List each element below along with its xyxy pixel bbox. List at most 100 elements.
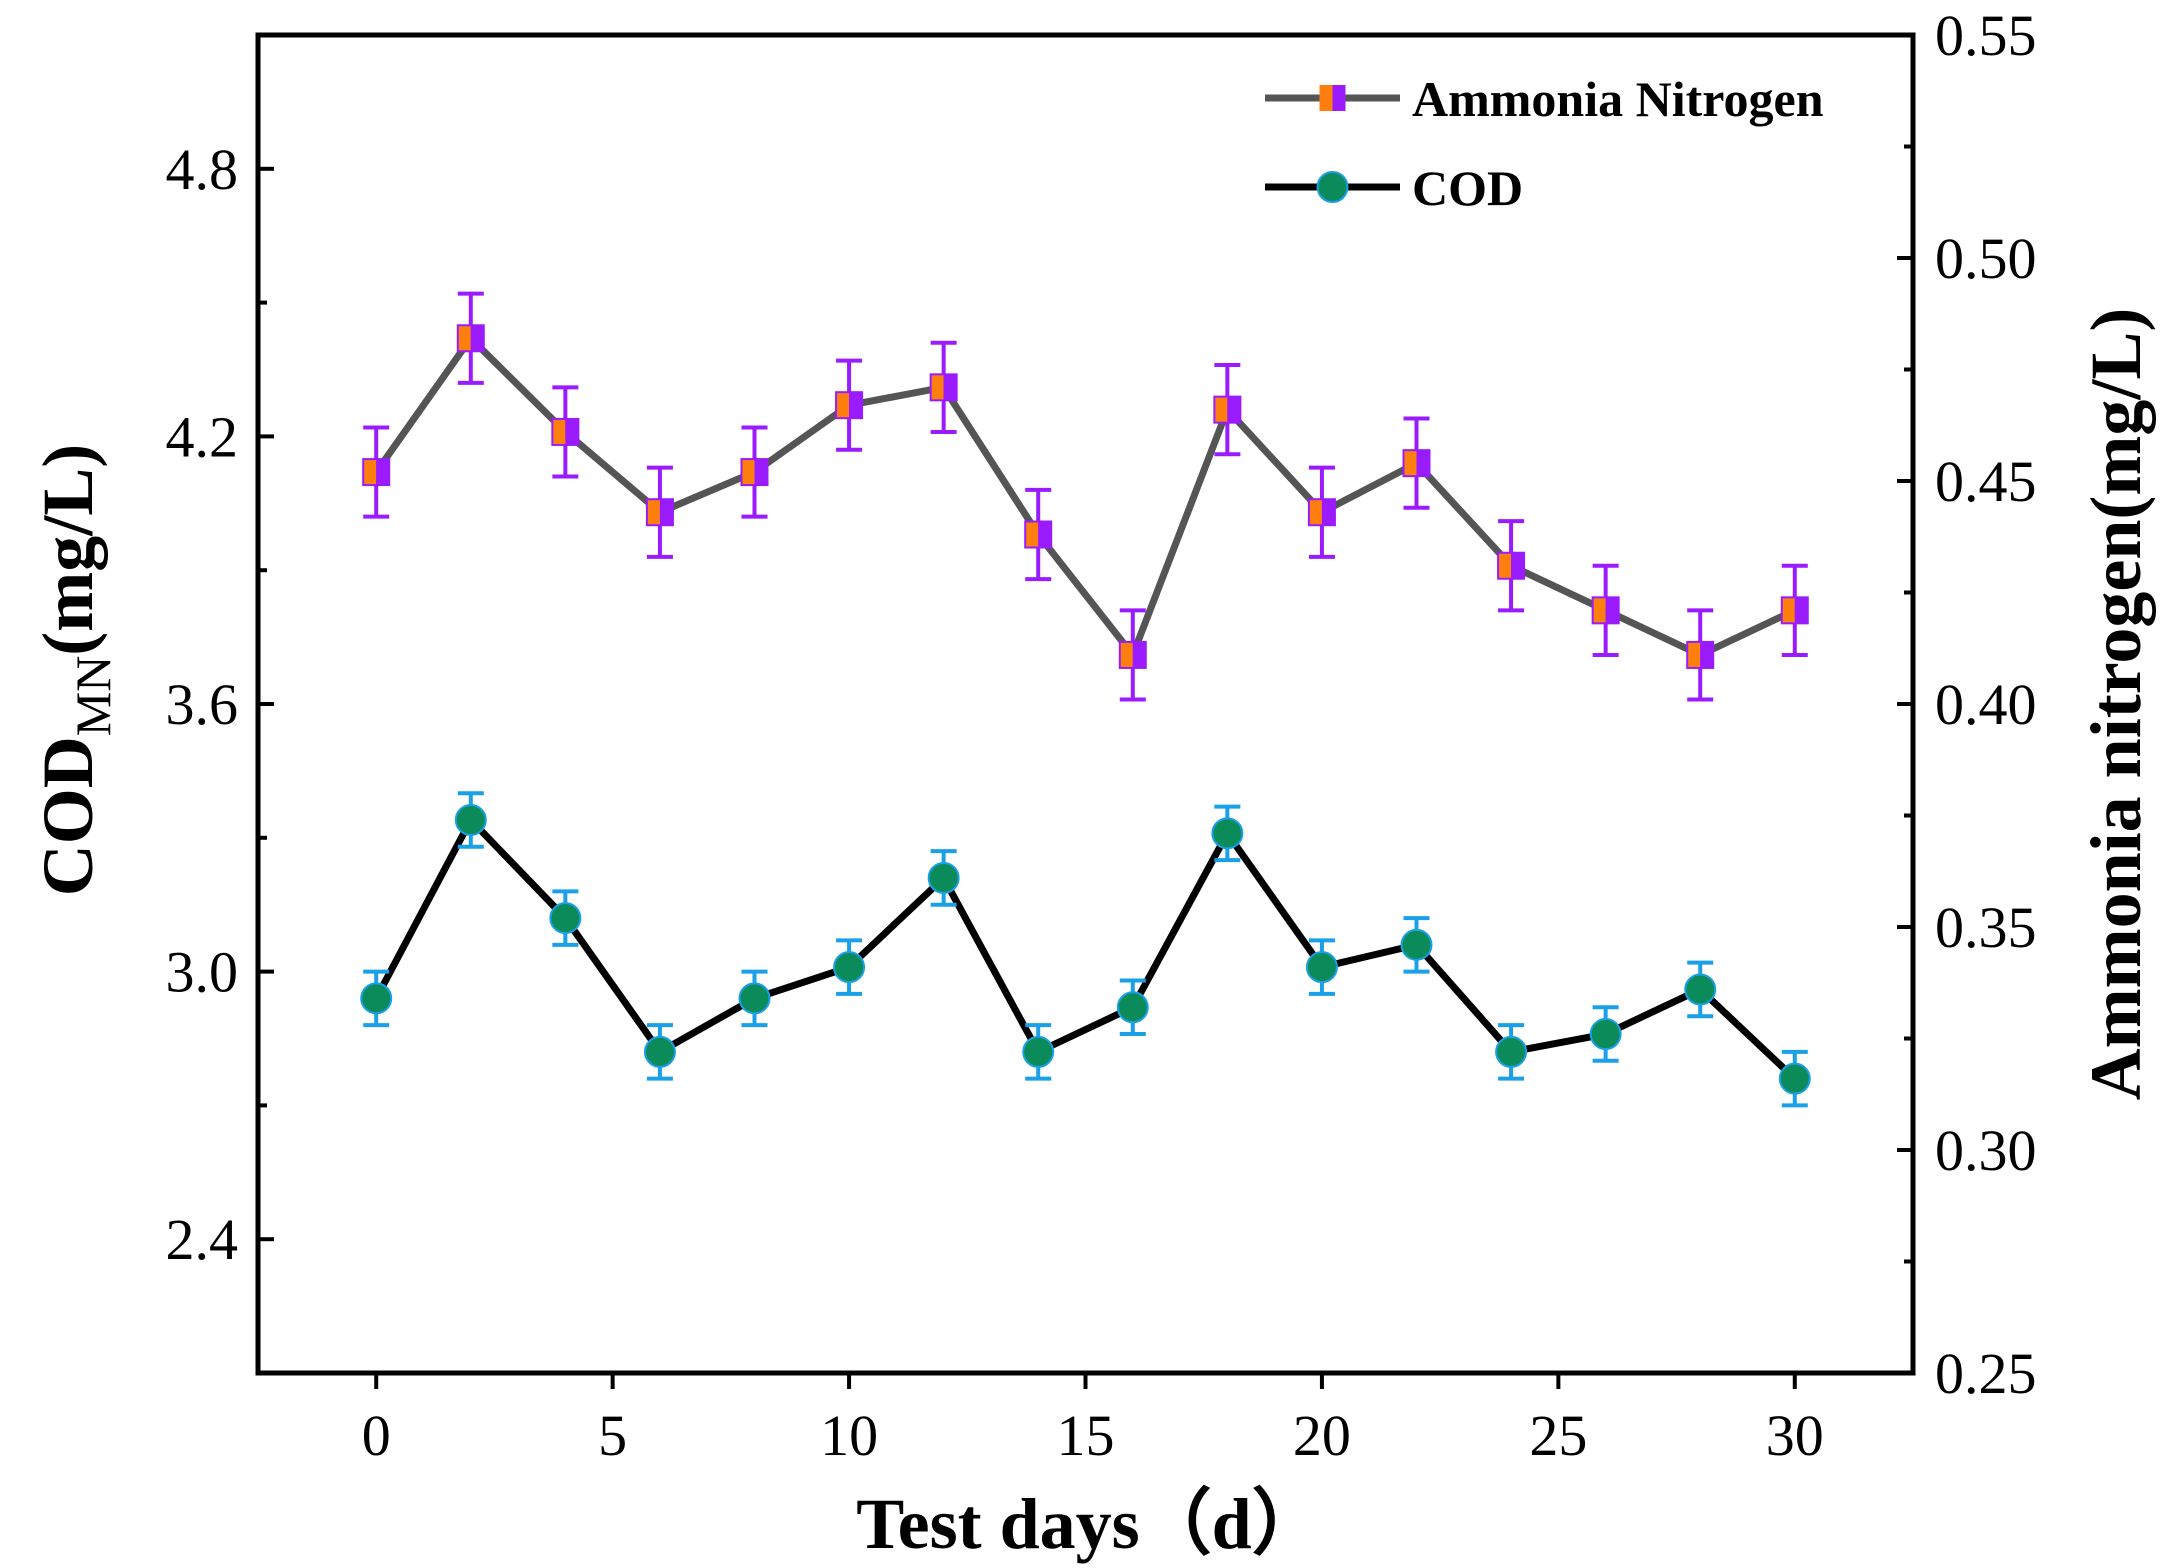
data-point: [1686, 640, 1715, 669]
legend-marker-right: [1332, 85, 1346, 111]
legend-marker: [1316, 171, 1349, 203]
data-point: [362, 458, 391, 487]
data-point-square-right: [1321, 499, 1335, 526]
data-point: [929, 373, 958, 402]
data-point: [643, 1035, 676, 1068]
data-point: [551, 417, 580, 446]
data-point: [927, 861, 960, 894]
data-point: [1778, 1062, 1811, 1095]
legend: Ammonia Nitrogen COD: [1265, 71, 1824, 216]
x-tick-label: 20: [1293, 1403, 1351, 1468]
data-point-square-left: [1308, 499, 1322, 526]
data-point-square-right: [1794, 597, 1808, 624]
data-point: [1118, 640, 1147, 669]
data-point-square-left: [363, 459, 377, 486]
y-right-tick-label: 0.50: [1935, 226, 2037, 291]
data-point: [738, 982, 771, 1015]
y-axis-left-title-sub: MN: [65, 656, 121, 737]
x-tick-label: 30: [1766, 1403, 1824, 1468]
x-tick-label: 5: [598, 1403, 627, 1468]
data-point: [1495, 1035, 1528, 1068]
data-point-square-right: [470, 325, 484, 352]
y-axis-left-title: CODMN(mg/L): [28, 444, 121, 897]
data-point-square-right: [943, 374, 957, 401]
data-point-square-right: [1132, 641, 1146, 668]
x-axis-title: Test days（d）: [856, 1484, 1323, 1564]
data-point-square-right: [1511, 552, 1525, 579]
y-right-tick-label: 0.30: [1935, 1118, 2037, 1183]
data-point-square-left: [552, 418, 566, 445]
y-left-tick-label: 4.2: [166, 404, 239, 469]
data-point: [1305, 951, 1338, 984]
data-point-square-right: [565, 418, 579, 445]
data-point-square-left: [1592, 597, 1606, 624]
data-point-square-left: [741, 459, 755, 486]
data-point: [549, 902, 582, 935]
data-point: [1400, 928, 1433, 961]
y-left-tick-label: 4.8: [166, 137, 239, 202]
y-right-tick-label: 0.25: [1935, 1341, 2037, 1406]
data-point-square-left: [1214, 396, 1228, 423]
data-point-square-left: [1403, 450, 1417, 477]
legend-marker-left: [1319, 85, 1333, 111]
data-point: [360, 982, 393, 1015]
data-point-square-left: [1498, 552, 1512, 579]
y-right-tick-label: 0.40: [1935, 672, 2037, 737]
legend-label: COD: [1412, 160, 1523, 216]
y-left-tick-label: 2.4: [166, 1207, 239, 1272]
y-axis-left-title-suffix: (mg/L): [28, 444, 108, 656]
legend-label: Ammonia Nitrogen: [1412, 71, 1824, 127]
data-point: [1402, 449, 1431, 478]
x-tick-label: 0: [362, 1403, 391, 1468]
x-tick-label: 25: [1529, 1403, 1587, 1468]
data-point-square-right: [1700, 641, 1714, 668]
data-point-square-left: [1119, 641, 1133, 668]
data-point: [1211, 817, 1244, 850]
data-point: [1497, 551, 1526, 580]
data-point: [1022, 1035, 1055, 1068]
data-point-square-right: [754, 459, 768, 486]
data-point-square-left: [1025, 521, 1039, 548]
data-point-square-left: [836, 392, 850, 419]
data-point: [454, 803, 487, 836]
ticks-layer: 0 5 10 15 20 25 30 2.4 3.0 3.6 4.2 4.8 0.25 0.30 0.35 0…: [166, 3, 2037, 1468]
y-right-tick-label: 0.45: [1935, 449, 2037, 514]
y-right-tick-label: 0.55: [1935, 3, 2037, 68]
data-point-square-right: [376, 459, 390, 486]
data-point-square-right: [849, 392, 863, 419]
data-point: [645, 498, 674, 527]
x-tick-label: 10: [820, 1403, 878, 1468]
data-point: [1024, 520, 1053, 549]
series-line: [373, 816, 1798, 1082]
y-axis-left-title-main: COD: [28, 736, 108, 896]
data-point-square-left: [646, 499, 660, 526]
x-tick-label: 15: [1057, 1403, 1115, 1468]
series-cod: [360, 791, 1811, 1108]
series-line: [373, 334, 1797, 659]
data-point: [1213, 395, 1242, 424]
data-point: [1684, 973, 1717, 1006]
data-point-square-right: [659, 499, 673, 526]
data-point: [833, 951, 866, 984]
data-point-square-right: [1038, 521, 1052, 548]
data-point-square-right: [1416, 450, 1430, 477]
data-point: [740, 458, 769, 487]
data-point: [835, 391, 864, 420]
data-point-square-left: [1781, 597, 1795, 624]
data-point-square-right: [1227, 396, 1241, 423]
y-left-tick-label: 3.6: [166, 672, 239, 737]
data-point: [1589, 1018, 1622, 1051]
data-point: [456, 324, 485, 353]
data-point: [1307, 498, 1336, 527]
data-point-square-left: [930, 374, 944, 401]
data-point: [1780, 596, 1809, 625]
data-point-square-left: [457, 325, 471, 352]
series-layer: [360, 291, 1811, 1108]
y-right-tick-label: 0.35: [1935, 895, 2037, 960]
data-point-square-right: [1605, 597, 1619, 624]
y-left-tick-label: 3.0: [166, 940, 239, 1005]
data-point: [1591, 596, 1620, 625]
data-point-square-left: [1687, 641, 1701, 668]
